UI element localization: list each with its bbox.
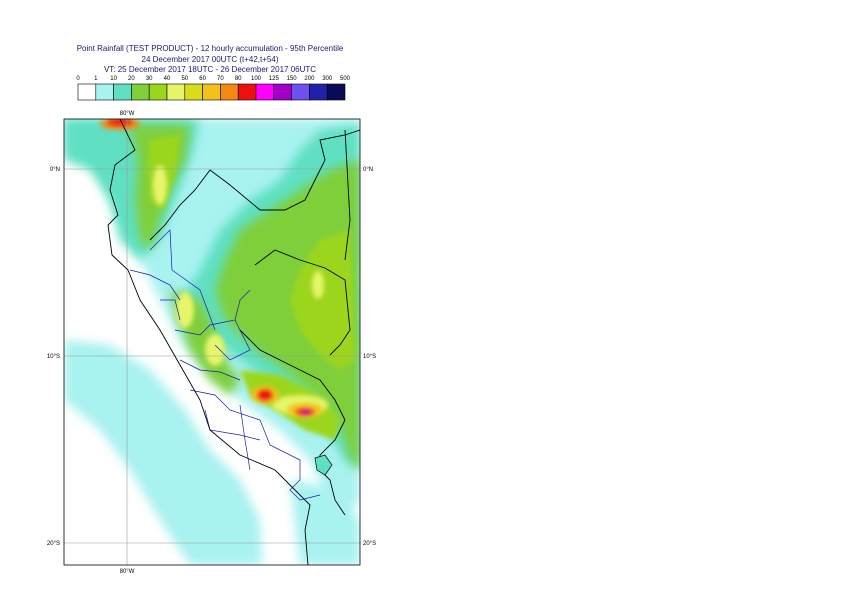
map-valid-time: VT: 25 December 2017 18UTC - 26 December…: [103, 65, 317, 74]
regional-borders: [129, 229, 321, 501]
legend-tick-label: 30: [146, 76, 153, 82]
lat-label-right-20: 20°S: [363, 541, 376, 547]
legend-tick-label: 1: [94, 76, 98, 82]
rainfall-field: [64, 119, 360, 565]
lat-label-left-20: 20°S: [47, 541, 60, 547]
rain-area-30mm: [290, 230, 355, 370]
legend-tick-label: 50: [181, 76, 188, 82]
map-run-time: 24 December 2017 00UTC (t+42,t+54): [141, 55, 279, 64]
rain-area-80mm-c: [108, 119, 132, 125]
rain-area-40mm-a: [176, 292, 194, 328]
legend-tick-label: 100: [251, 76, 262, 82]
legend-tick-label: 40: [164, 76, 171, 82]
legend-tick-label: 60: [199, 76, 206, 82]
rain-area-80mm-a: [258, 390, 272, 400]
legend-tick-label: 300: [322, 76, 333, 82]
rain-area-1mm-sea: [64, 340, 262, 565]
map-title: Point Rainfall (TEST PRODUCT) - 12 hourl…: [76, 44, 344, 53]
lat-label-right-0: 0°N: [363, 167, 373, 173]
legend-tick-label: 125: [269, 76, 280, 82]
legend-tick-label: 80: [235, 76, 242, 82]
rain-area-20mm: [215, 160, 360, 470]
legend-tick-label: 20: [128, 76, 135, 82]
rain-area-1mm-south: [290, 480, 360, 565]
lake-titicaca: [314, 454, 333, 476]
legend-tick-label: 0: [76, 76, 80, 82]
legend-tick-label: 200: [304, 76, 315, 82]
lat-label-left-0: 0°N: [50, 167, 60, 173]
map-frame: [63, 118, 361, 566]
rain-area-100mm: [302, 410, 310, 414]
legend-tick-label: 150: [287, 76, 298, 82]
legend-tick-label: 10: [110, 76, 117, 82]
lat-label-right-10: 10°S: [363, 354, 376, 360]
lon-label-top: 80°W: [120, 111, 135, 117]
lat-label-left-10: 10°S: [47, 354, 60, 360]
graticule: [64, 119, 360, 565]
legend-swatch: [326, 83, 346, 101]
lon-label-bottom: 80°W: [120, 569, 135, 575]
rain-area-40mm-c: [312, 271, 324, 299]
rain-area-40mm-b: [205, 334, 225, 366]
country-borders: [107, 119, 360, 565]
colour-scale-legend: 0 1 10 20 30 40 50 60 70 80 100 125 150 200 300 500: [76, 76, 351, 101]
legend-tick-label: 70: [217, 76, 224, 82]
legend-tick-label: 500: [340, 76, 351, 82]
rain-area-40mm-d: [153, 165, 167, 205]
